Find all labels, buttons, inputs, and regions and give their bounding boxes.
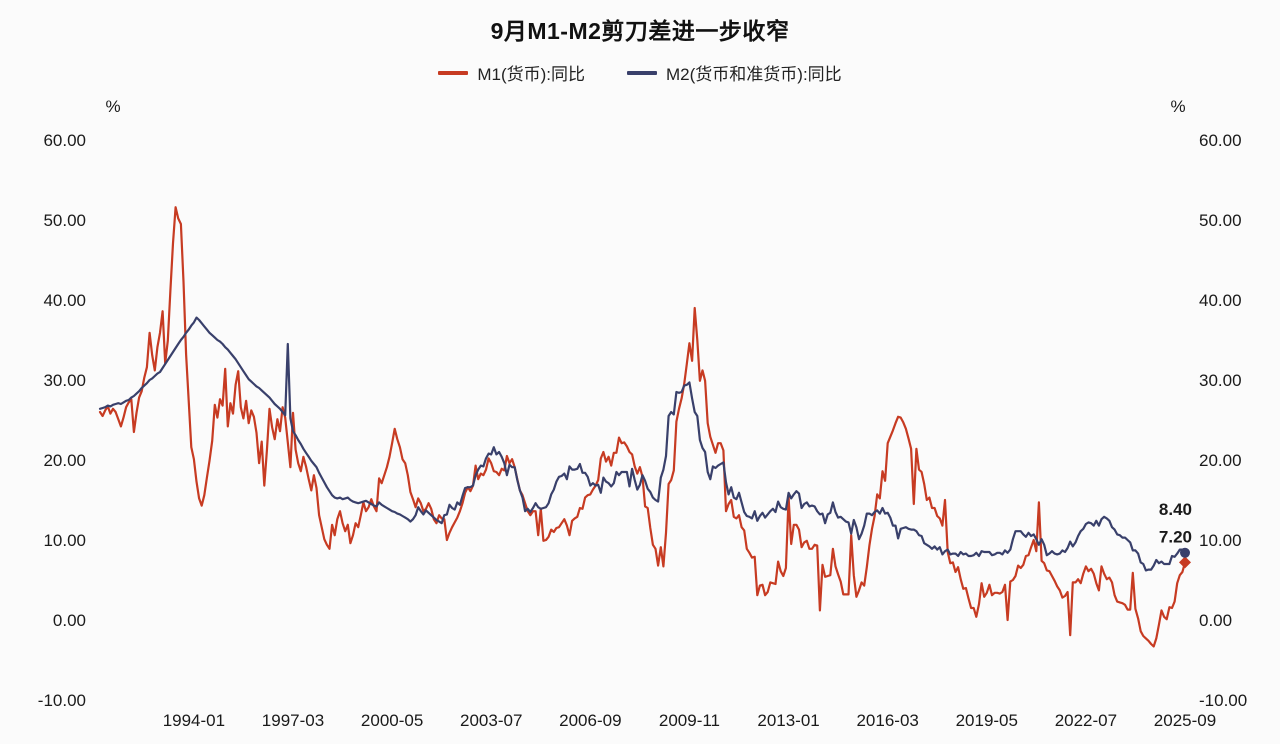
y-axis-unit-left: % [105,97,120,116]
x-axis-tick: 2019-05 [956,711,1018,730]
y-axis-tick-right: 60.00 [1199,131,1242,150]
x-axis-tick: 1997-03 [262,711,324,730]
x-axis-tick: 2022-07 [1055,711,1117,730]
x-axis-tick: 2003-07 [460,711,522,730]
series-line-m2 [98,316,1187,572]
y-axis-tick-left: 50.00 [43,211,86,230]
y-axis-tick-left: 40.00 [43,291,86,310]
x-axis-tick: 2006-09 [559,711,621,730]
y-axis-tick-left: 60.00 [43,131,86,150]
legend-label-m1: M1(货币):同比 [477,65,585,84]
x-axis-tick: 1994-01 [163,711,225,730]
series-line-m1 [98,206,1187,648]
y-axis-tick-right: 10.00 [1199,531,1242,550]
legend: M1(货币):同比 M2(货币和准货币):同比 [0,60,1280,85]
y-axis-tick-left: -10.00 [38,691,86,710]
y-axis-tick-right: 50.00 [1199,211,1242,230]
x-axis-tick: 2013-01 [757,711,819,730]
m2-line-swatch [627,70,657,75]
end-value-label-m2: 8.40 [1159,500,1192,519]
y-axis-tick-left: 30.00 [43,371,86,390]
x-axis-tick: 2025-09 [1154,711,1216,730]
y-axis-tick-left: 0.00 [53,611,86,630]
chart-title: 9月M1-M2剪刀差进一步收窄 [490,18,790,44]
end-value-label-m1: 7.20 [1159,527,1192,546]
y-axis-tick-right: 0.00 [1199,611,1232,630]
y-axis-tick-left: 10.00 [43,531,86,550]
y-axis-unit-right: % [1170,97,1185,116]
end-marker-diamond [1179,556,1191,569]
legend-item-m1: M1(货币):同比 [438,60,585,85]
y-axis-tick-left: 20.00 [43,451,86,470]
m1-line-swatch [438,70,469,75]
end-marker-circle [1180,547,1190,558]
x-axis-tick: 2000-05 [361,711,423,730]
legend-label-m2: M2(货币和准货币):同比 [666,65,842,84]
y-axis-tick-right: 30.00 [1199,371,1242,390]
x-axis-tick: 2009-11 [659,711,720,730]
y-axis-tick-right: 40.00 [1199,291,1242,310]
legend-item-m2: M2(货币和准货币):同比 [627,60,842,85]
x-axis-tick: 2016-03 [856,711,918,730]
y-axis-tick-right: 20.00 [1199,451,1242,470]
y-axis-tick-right: -10.00 [1199,691,1247,710]
